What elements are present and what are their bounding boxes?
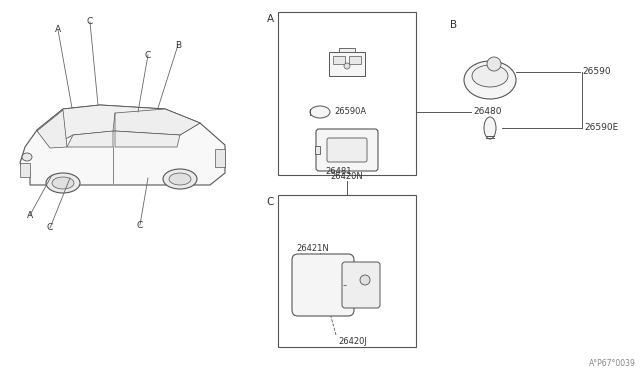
Text: 26420J: 26420J bbox=[338, 337, 367, 346]
Text: 26420N: 26420N bbox=[331, 172, 364, 181]
Ellipse shape bbox=[484, 117, 496, 139]
Polygon shape bbox=[339, 48, 355, 52]
Text: 26590E: 26590E bbox=[584, 124, 618, 132]
Bar bbox=[349, 56, 361, 64]
Circle shape bbox=[344, 63, 350, 69]
Polygon shape bbox=[20, 105, 225, 185]
Text: 26590A: 26590A bbox=[334, 108, 366, 116]
Text: C: C bbox=[267, 197, 274, 207]
Ellipse shape bbox=[472, 65, 508, 87]
Bar bbox=[333, 56, 345, 64]
Polygon shape bbox=[67, 131, 113, 147]
Ellipse shape bbox=[22, 153, 32, 161]
Text: A: A bbox=[55, 26, 61, 35]
Polygon shape bbox=[37, 105, 200, 147]
Text: A: A bbox=[267, 14, 274, 24]
Text: 26421N: 26421N bbox=[296, 244, 329, 253]
Circle shape bbox=[360, 275, 370, 285]
Polygon shape bbox=[115, 131, 180, 147]
FancyBboxPatch shape bbox=[342, 262, 380, 308]
Ellipse shape bbox=[310, 106, 330, 118]
FancyBboxPatch shape bbox=[327, 138, 367, 162]
Text: B: B bbox=[450, 20, 457, 30]
Bar bbox=[278, 12, 416, 175]
FancyBboxPatch shape bbox=[292, 254, 354, 316]
Text: C: C bbox=[145, 51, 151, 60]
Text: A: A bbox=[27, 211, 33, 219]
Text: A°P67°0039: A°P67°0039 bbox=[589, 359, 636, 368]
Bar bbox=[278, 195, 416, 347]
Text: C: C bbox=[87, 17, 93, 26]
Text: 26480: 26480 bbox=[473, 108, 502, 116]
Ellipse shape bbox=[46, 173, 80, 193]
Ellipse shape bbox=[464, 61, 516, 99]
Polygon shape bbox=[329, 52, 365, 76]
Bar bbox=[315, 146, 320, 154]
Polygon shape bbox=[115, 109, 200, 135]
Text: 26481: 26481 bbox=[325, 167, 351, 176]
Ellipse shape bbox=[52, 177, 74, 189]
Polygon shape bbox=[37, 110, 67, 148]
Text: 26590: 26590 bbox=[582, 67, 611, 77]
Ellipse shape bbox=[169, 173, 191, 185]
Ellipse shape bbox=[163, 169, 197, 189]
FancyBboxPatch shape bbox=[316, 129, 378, 171]
Text: C: C bbox=[47, 224, 53, 232]
Text: C: C bbox=[137, 221, 143, 230]
Text: B: B bbox=[175, 41, 181, 49]
Bar bbox=[20, 163, 30, 177]
Circle shape bbox=[487, 57, 501, 71]
Bar bbox=[215, 149, 225, 167]
